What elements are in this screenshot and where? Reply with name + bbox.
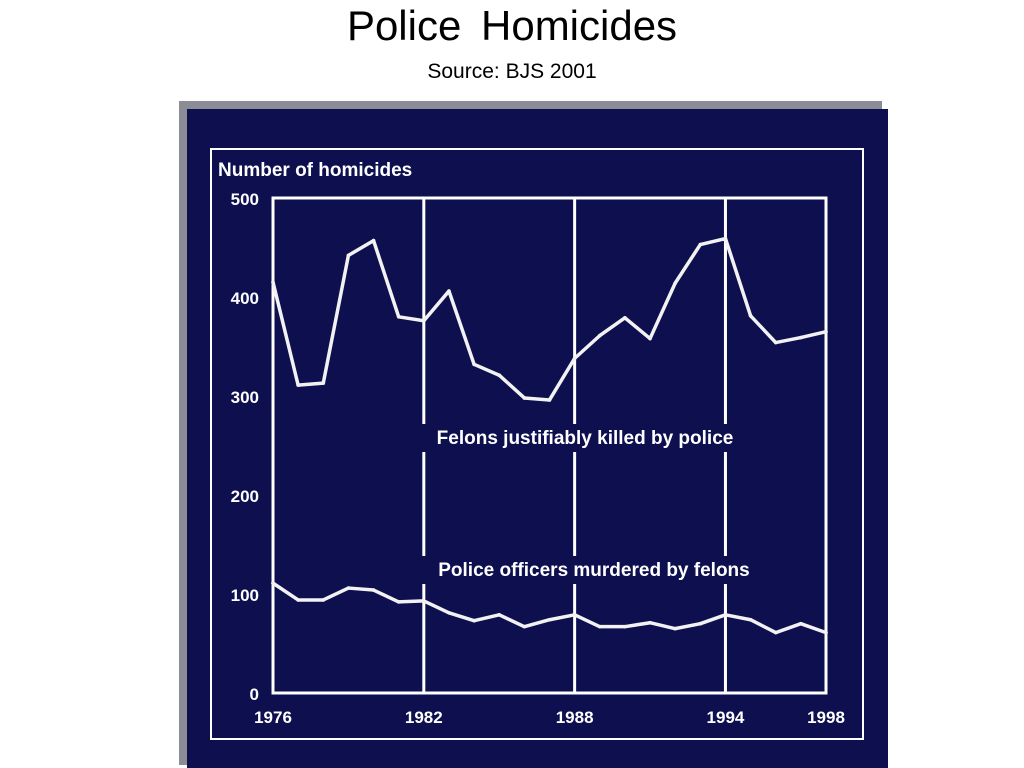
data-point: [773, 630, 778, 635]
data-point: [447, 289, 451, 293]
data-point: [296, 598, 300, 602]
plot-area-border: [271, 196, 828, 695]
y-tick-label: 500: [231, 190, 259, 209]
x-tick-labels: 1976 1982 1988 1994 1998: [254, 708, 845, 727]
data-point: [773, 340, 778, 345]
data-point: [497, 612, 502, 617]
data-point: [346, 586, 351, 590]
data-point: [572, 612, 577, 617]
slide-title: Police Homicides: [346, 2, 678, 49]
series-line-0: [271, 236, 828, 402]
series-line-1: [271, 581, 828, 635]
data-point: [648, 620, 652, 625]
data-point: [296, 383, 300, 387]
data-point: [597, 333, 602, 338]
data-point: [371, 238, 376, 243]
data-point: [371, 588, 376, 592]
data-point: [673, 281, 677, 285]
y-tick-label: 200: [231, 487, 259, 506]
data-point: [497, 373, 502, 378]
data-point: [321, 381, 326, 385]
y-tick-label: 300: [231, 388, 259, 407]
data-point: [572, 356, 577, 361]
data-point: [321, 598, 326, 602]
series-lines: [271, 236, 828, 635]
x-tick-label: 1988: [556, 708, 594, 727]
data-point: [799, 335, 803, 340]
data-point: [824, 329, 828, 334]
data-point: [522, 396, 527, 400]
x-tick-label: 1994: [707, 708, 745, 727]
y-tick-label: 0: [250, 685, 259, 704]
chart-frame: [210, 148, 864, 740]
data-point: [447, 611, 451, 615]
data-point: [271, 581, 275, 585]
x-tick-label: 1982: [405, 708, 443, 727]
data-point: [547, 398, 552, 402]
series-label-0: Felons justifiably killed by police: [437, 428, 734, 449]
y-tick-label: 100: [231, 586, 259, 605]
data-point: [422, 318, 426, 323]
data-point: [673, 626, 677, 631]
data-point: [346, 253, 351, 258]
series-label-backdrop: [405, 424, 765, 452]
data-point: [271, 280, 275, 284]
data-point: [396, 600, 401, 604]
data-point: [422, 599, 426, 603]
series-label-1: Police officers murdered by felons: [438, 560, 749, 581]
y-tick-label: 400: [231, 289, 259, 308]
y-axis-title: Number of homicides: [218, 160, 412, 181]
x-tick-label: 1998: [807, 708, 845, 727]
slide-subtitle: Source: BJS 2001: [427, 60, 597, 83]
data-point: [748, 617, 753, 622]
data-point: [698, 621, 703, 626]
data-point: [472, 618, 476, 623]
data-point: [723, 612, 728, 617]
series-labels: Felons justifiably killed by police Polic…: [405, 424, 774, 584]
data-point: [799, 621, 803, 626]
data-point: [547, 617, 552, 622]
data-point: [648, 336, 652, 341]
data-point: [396, 315, 401, 319]
data-point: [597, 624, 602, 629]
data-point: [472, 362, 476, 367]
y-tick-labels: 0 100 200 300 400 500: [231, 190, 259, 704]
data-point: [623, 624, 627, 629]
data-point: [623, 315, 627, 320]
series-label-backdrop: [414, 556, 774, 584]
data-point: [748, 314, 753, 318]
data-point: [522, 624, 527, 629]
data-point: [723, 236, 728, 241]
data-point: [698, 242, 703, 247]
x-tick-label: 1976: [254, 708, 292, 727]
data-point: [824, 630, 828, 635]
